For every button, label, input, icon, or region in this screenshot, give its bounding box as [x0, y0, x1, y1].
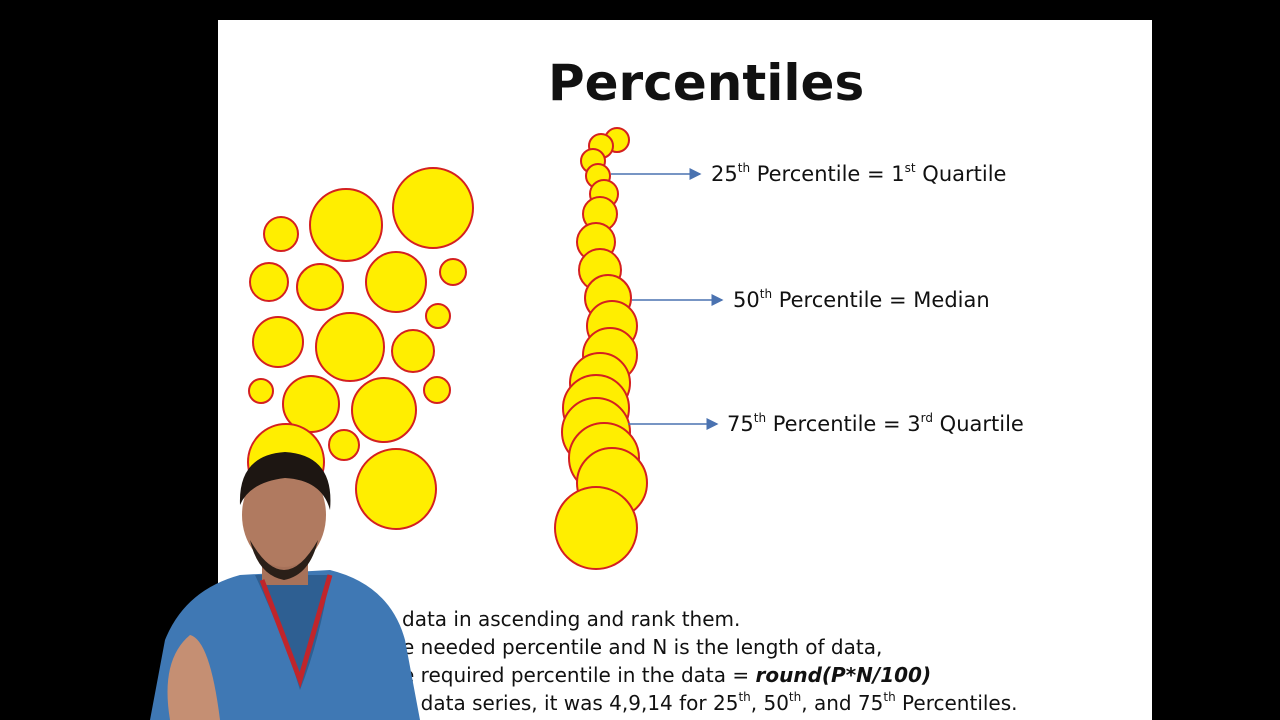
circle — [425, 303, 451, 329]
circle — [248, 378, 274, 404]
circles — [247, 127, 648, 570]
text: Quartile — [932, 412, 1024, 436]
text: e needed percentile and N is the length … — [402, 635, 883, 659]
circle — [391, 329, 435, 373]
text: Percentile = Median — [772, 288, 990, 312]
text: e required percentile in the data = — [402, 663, 756, 687]
text: Quartile — [915, 162, 1007, 186]
circle — [392, 167, 474, 249]
text-line: e data series, it was 4,9,14 for 25th, 5… — [402, 691, 1018, 715]
text: Percentile = 3 — [766, 412, 921, 436]
circle — [351, 377, 417, 443]
circle — [439, 258, 467, 286]
circle — [355, 448, 437, 530]
text: st — [904, 161, 916, 175]
circle — [252, 316, 304, 368]
circle — [554, 486, 638, 570]
circle — [315, 312, 385, 382]
title: Percentiles — [548, 54, 865, 112]
circle — [423, 376, 451, 404]
text: th — [737, 161, 751, 175]
text-line: e required percentile in the data = roun… — [402, 663, 931, 687]
circle — [263, 216, 299, 252]
circle — [282, 375, 340, 433]
circle — [249, 262, 289, 302]
circle — [328, 429, 360, 461]
circle — [309, 188, 383, 262]
text: round(P*N/100) — [755, 663, 932, 687]
text: Percentiles. — [895, 691, 1018, 715]
text: th — [883, 690, 896, 704]
label: 75th Percentile = 3rd Quartile — [727, 412, 1024, 436]
text: th — [788, 690, 802, 704]
label: 50th Percentile = Median — [733, 288, 990, 312]
text: data in ascending and rank them. — [402, 607, 741, 631]
circle — [365, 251, 427, 313]
text: 75 — [727, 412, 754, 436]
text: th — [753, 411, 767, 425]
text: Percentile = 1 — [750, 162, 905, 186]
label: 25th Percentile = 1st Quartile — [711, 162, 1006, 186]
text: , and 75 — [801, 691, 884, 715]
text: , 50 — [750, 691, 789, 715]
text-line: e needed percentile and N is the length … — [402, 635, 882, 659]
text-line: data in ascending and rank them. — [402, 607, 740, 631]
text: th — [759, 287, 773, 301]
text: 50 — [733, 288, 760, 312]
text: rd — [920, 411, 933, 425]
text: th — [738, 690, 751, 704]
text: 25 — [711, 162, 738, 186]
circle — [296, 263, 344, 311]
text: e data series, it was 4,9,14 for 25 — [402, 691, 739, 715]
